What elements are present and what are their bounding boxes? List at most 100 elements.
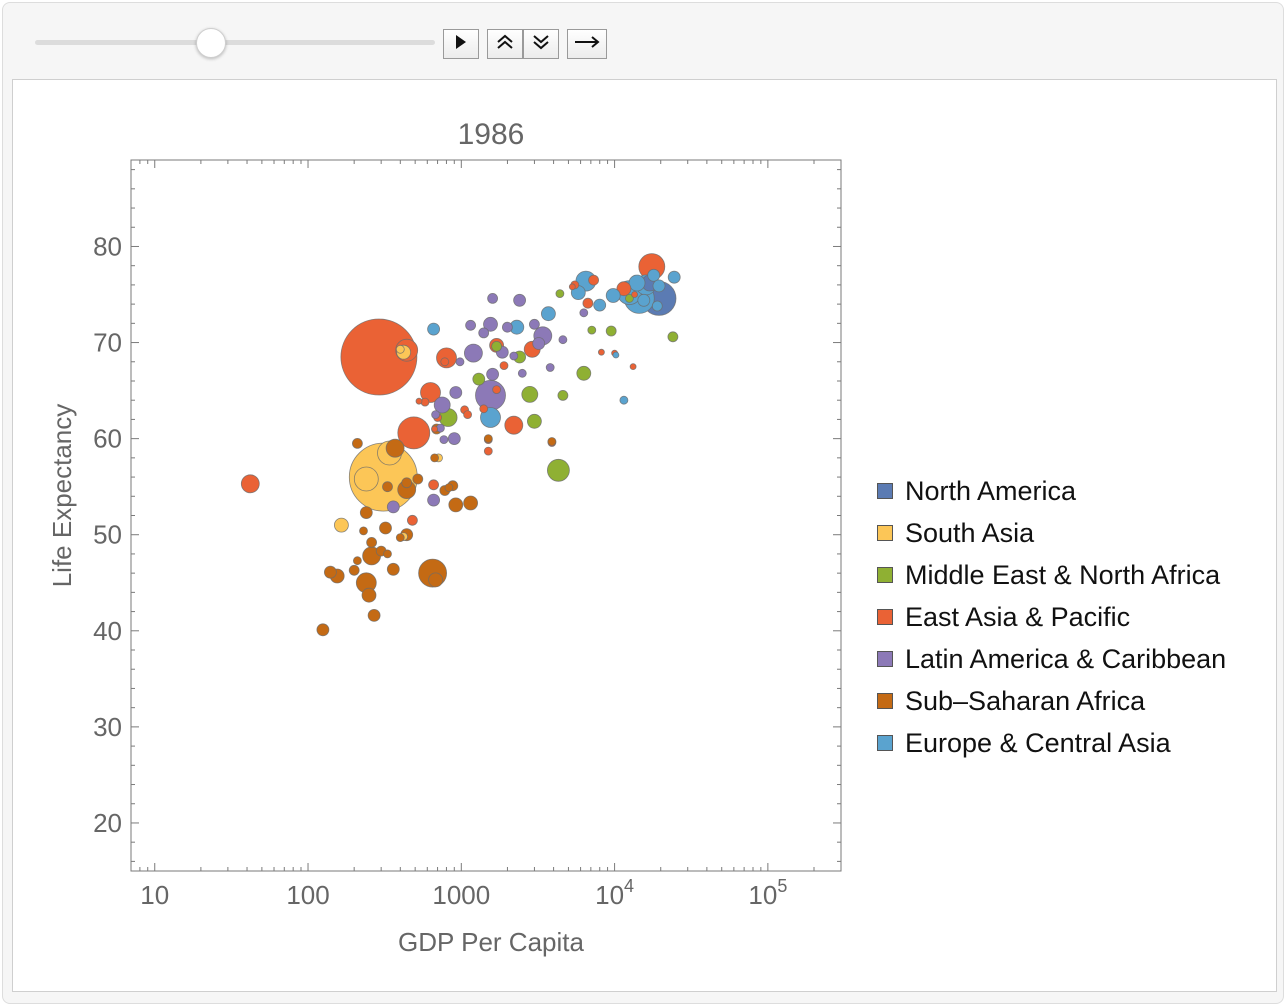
data-point <box>486 367 500 381</box>
data-point <box>478 327 490 339</box>
data-point <box>353 466 379 492</box>
data-point <box>440 357 450 367</box>
x-tick-label: 100 <box>286 880 329 910</box>
data-point <box>667 270 681 284</box>
legend-swatch <box>877 735 893 751</box>
data-point <box>547 458 570 482</box>
data-point <box>420 382 441 403</box>
legend-item: Middle East & North Africa <box>877 554 1226 596</box>
play-icon <box>455 34 467 54</box>
year-slider-track[interactable] <box>35 40 435 45</box>
data-point <box>667 331 679 343</box>
data-point <box>366 536 378 548</box>
data-point <box>415 397 423 405</box>
legend-label: Europe & Central Asia <box>905 727 1171 758</box>
y-tick-label: 60 <box>93 424 122 454</box>
y-axis-title: Life Expectancy <box>47 404 77 588</box>
data-point <box>513 293 527 307</box>
legend-swatch <box>877 609 893 625</box>
data-point <box>628 274 646 292</box>
data-point <box>447 432 461 446</box>
data-point <box>472 372 486 386</box>
legend-item: Sub–Saharan Africa <box>877 680 1226 722</box>
legend-label: Sub–Saharan Africa <box>905 685 1146 716</box>
x-tick-label: 10 <box>140 880 169 910</box>
data-point <box>463 410 473 420</box>
legend-swatch <box>877 693 893 709</box>
data-point <box>547 437 557 446</box>
data-point <box>521 385 539 403</box>
data-point <box>367 609 381 622</box>
data-point <box>351 437 363 449</box>
data-point <box>483 434 493 444</box>
data-point <box>619 395 629 405</box>
data-point <box>379 521 392 535</box>
data-point <box>532 337 546 350</box>
data-point <box>629 363 637 371</box>
data-point <box>625 293 634 303</box>
data-point <box>465 319 477 331</box>
y-tick-label: 20 <box>93 808 122 838</box>
data-point <box>541 306 556 322</box>
data-point <box>448 497 464 513</box>
data-point <box>555 289 565 299</box>
data-point <box>463 495 479 511</box>
plot-frame <box>130 159 842 872</box>
legend-swatch <box>877 567 893 583</box>
data-point <box>323 565 337 579</box>
data-point <box>395 344 405 354</box>
x-tick-label: 104 <box>595 876 634 910</box>
data-point <box>383 549 392 559</box>
data-point <box>479 404 489 414</box>
data-point <box>395 533 405 543</box>
data-point <box>545 363 555 372</box>
legend-item: Europe & Central Asia <box>877 722 1226 764</box>
x-tick-label: 105 <box>748 876 787 910</box>
legend-label: Latin America & Caribbean <box>905 643 1227 674</box>
double-chevron-down-icon <box>531 33 551 56</box>
data-point <box>576 365 592 381</box>
data-point <box>444 483 454 493</box>
y-tick-label: 80 <box>93 231 122 261</box>
data-point <box>361 587 377 603</box>
data-point <box>568 283 576 291</box>
data-point <box>397 416 431 450</box>
legend-label: North America <box>905 475 1077 506</box>
data-point <box>386 562 400 576</box>
data-point <box>401 477 413 489</box>
data-point <box>483 446 493 456</box>
chart-title: 1986 <box>458 118 525 151</box>
direction-button[interactable] <box>567 29 607 59</box>
bubble-chart: 20 30 40 50 60 70 80 10 100 1000 104 105 1986 GDP Per… <box>47 118 842 957</box>
chart-legend: North America South Asia Middle East & Nor… <box>877 470 1226 764</box>
data-point <box>491 340 503 352</box>
right-arrow-icon <box>573 35 601 54</box>
data-point <box>240 474 260 494</box>
legend-item: North America <box>877 470 1226 512</box>
data-point <box>487 292 499 304</box>
data-point <box>605 288 621 303</box>
y-tick-label: 40 <box>93 616 122 646</box>
data-point <box>631 291 638 298</box>
data-point <box>612 351 620 359</box>
data-point <box>605 325 617 337</box>
legend-label: Middle East & North Africa <box>905 559 1221 590</box>
y-tick-label: 50 <box>93 520 122 550</box>
data-point <box>431 425 439 433</box>
data-point <box>333 517 349 533</box>
data-point <box>385 438 405 458</box>
year-slider-thumb[interactable] <box>196 28 226 58</box>
data-point <box>652 279 666 293</box>
data-point <box>427 493 441 507</box>
data-point <box>406 514 418 526</box>
legend-swatch <box>877 483 893 499</box>
faster-button[interactable] <box>487 29 523 59</box>
data-point <box>352 556 362 566</box>
data-point <box>587 325 597 335</box>
data-point <box>598 348 605 356</box>
slower-button[interactable] <box>523 29 559 59</box>
x-axis-title: GDP Per Capita <box>398 927 584 957</box>
legend-label: South Asia <box>905 517 1035 548</box>
play-button[interactable] <box>443 29 479 59</box>
chart-panel: 20 30 40 50 60 70 80 10 100 1000 104 105 1986 GDP Per… <box>12 79 1277 992</box>
